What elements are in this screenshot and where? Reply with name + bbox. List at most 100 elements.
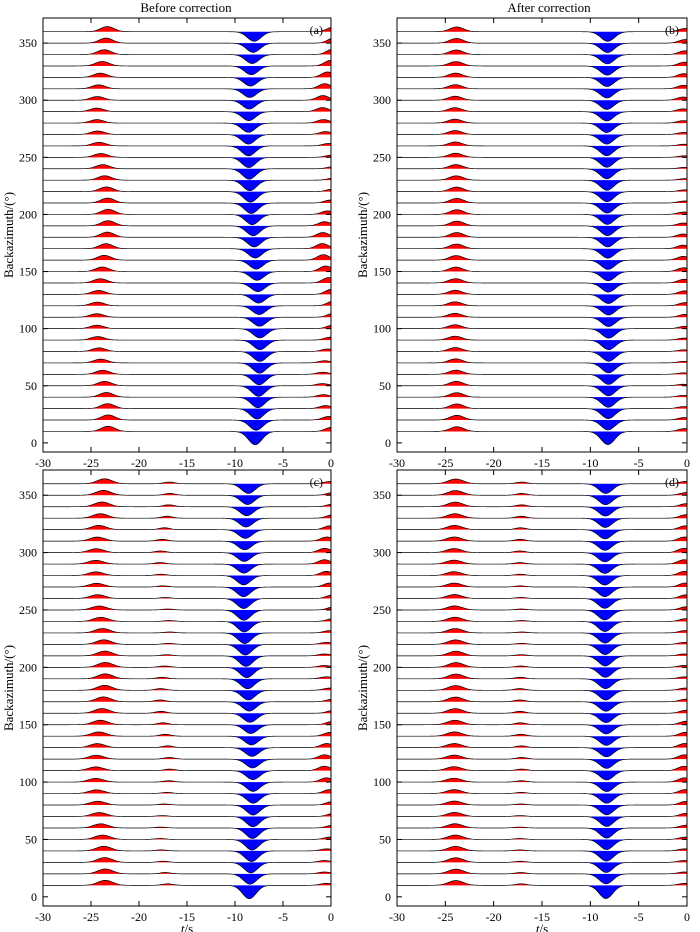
- trace-negative-fill: [43, 420, 331, 431]
- trace-positive-fill: [397, 583, 687, 588]
- trace-negative-fill: [397, 214, 687, 225]
- trace-line: [43, 119, 331, 133]
- x-tick-label: -5: [278, 910, 288, 924]
- trace-negative-fill: [397, 317, 687, 327]
- trace-negative-fill: [43, 134, 331, 145]
- trace-positive-fill: [43, 513, 331, 519]
- trace-line: [43, 490, 331, 505]
- x-tick-label: -10: [582, 456, 598, 470]
- trace-line: [397, 95, 687, 110]
- trace-line: [43, 358, 331, 374]
- trace-negative-fill: [43, 168, 331, 180]
- trace-line: [397, 72, 687, 87]
- trace-positive-fill: [43, 277, 331, 283]
- traces-4: [397, 478, 687, 899]
- trace-positive-fill: [43, 414, 331, 421]
- trace-positive-fill: [43, 583, 331, 588]
- y-tick-label: 150: [373, 718, 391, 732]
- trace-negative-fill: [43, 747, 331, 757]
- trace-line: [43, 754, 331, 769]
- trace-negative-fill: [397, 88, 687, 98]
- trace-positive-fill: [43, 812, 331, 817]
- y-tick-label: 100: [19, 775, 37, 789]
- trace-negative-fill: [397, 518, 687, 528]
- x-tick-label: 0: [328, 910, 334, 924]
- trace-negative-fill: [43, 541, 331, 550]
- trace-negative-fill: [397, 385, 687, 396]
- trace-line: [43, 288, 331, 304]
- trace-negative-fill: [397, 575, 687, 586]
- trace-negative-fill: [43, 397, 331, 408]
- x-axis-label: t/s: [536, 921, 548, 932]
- trace-negative-fill: [397, 701, 687, 712]
- trace-negative-fill: [397, 541, 687, 551]
- trace-positive-fill: [43, 789, 331, 794]
- trace-negative-fill: [43, 54, 331, 64]
- trace-negative-fill: [397, 816, 687, 827]
- trace-line: [43, 650, 331, 667]
- trace-line: [43, 26, 331, 42]
- trace-positive-fill: [43, 426, 331, 432]
- trace-positive-fill: [397, 301, 687, 306]
- trace-negative-fill: [397, 609, 687, 620]
- trace-positive-fill: [43, 571, 331, 576]
- trace-positive-fill: [397, 38, 687, 44]
- trace-line: [397, 662, 687, 678]
- trace-positive-fill: [43, 720, 331, 725]
- trace-positive-fill: [397, 324, 687, 329]
- trace-positive-fill: [397, 313, 687, 318]
- trace-negative-fill: [397, 827, 687, 839]
- trace-positive-fill: [397, 801, 687, 806]
- trace-negative-fill: [397, 408, 687, 419]
- trace-positive-fill: [43, 777, 331, 783]
- trace-line: [397, 696, 687, 712]
- trace-negative-fill: [397, 495, 687, 505]
- y-tick-label: 300: [19, 93, 37, 107]
- trace-line: [43, 708, 331, 723]
- trace-positive-fill: [397, 479, 687, 484]
- trace-positive-fill: [43, 478, 331, 484]
- trace-negative-fill: [43, 100, 331, 109]
- trace-line: [397, 358, 687, 374]
- trace-line: [43, 547, 331, 562]
- trace-negative-fill: [397, 282, 687, 293]
- trace-negative-fill: [397, 587, 687, 597]
- trace-positive-fill: [397, 164, 687, 169]
- trace-line: [397, 673, 687, 689]
- trace-positive-fill: [43, 696, 331, 702]
- trace-positive-fill: [397, 823, 687, 828]
- trace-negative-fill: [397, 225, 687, 236]
- trace-positive-fill: [43, 403, 331, 409]
- trace-line: [43, 673, 331, 690]
- trace-line: [43, 197, 331, 214]
- y-axis-label: Backazimuth/(°): [355, 192, 370, 278]
- trace-negative-fill: [43, 736, 331, 745]
- trace-positive-fill: [397, 617, 687, 622]
- trace-positive-fill: [43, 186, 331, 192]
- trace-line: [397, 255, 687, 270]
- trace-positive-fill: [43, 536, 331, 542]
- y-tick-label: 50: [379, 379, 391, 393]
- trace-line: [397, 209, 687, 225]
- trace-line: [43, 719, 331, 734]
- trace-line: [397, 880, 687, 899]
- trace-positive-fill: [397, 232, 687, 238]
- trace-line: [43, 301, 331, 315]
- trace-line: [43, 789, 331, 804]
- trace-negative-fill: [397, 713, 687, 723]
- trace-positive-fill: [397, 61, 687, 66]
- trace-negative-fill: [43, 506, 331, 516]
- trace-positive-fill: [43, 153, 331, 158]
- trace-negative-fill: [43, 701, 331, 712]
- trace-positive-fill: [397, 697, 687, 702]
- trace-line: [397, 141, 687, 156]
- trace-negative-fill: [43, 483, 331, 494]
- trace-negative-fill: [397, 655, 687, 666]
- trace-positive-fill: [397, 426, 687, 432]
- trace-positive-fill: [397, 766, 687, 771]
- trace-positive-fill: [43, 119, 331, 124]
- x-tick-label: -15: [179, 456, 195, 470]
- trace-negative-fill: [43, 690, 331, 700]
- trace-positive-fill: [397, 674, 687, 679]
